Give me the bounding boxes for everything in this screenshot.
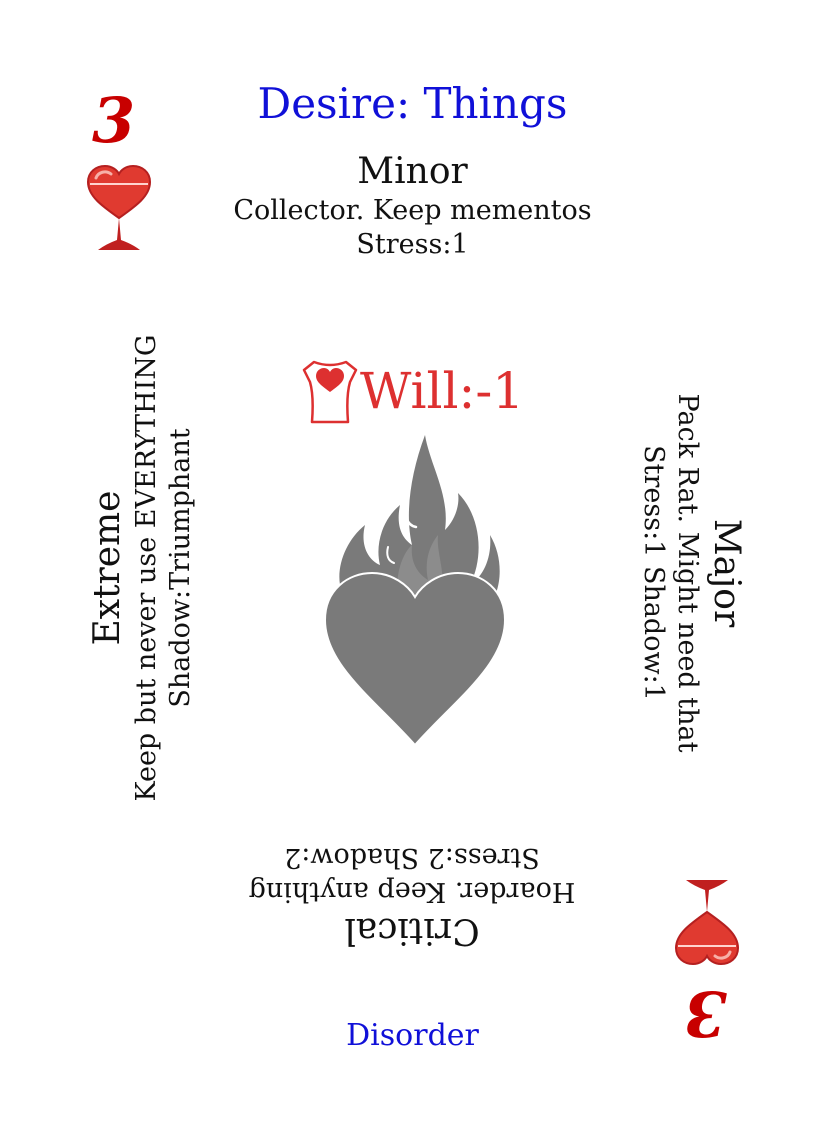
level-major-desc: Pack Rat. Might need that [672,393,703,753]
card-title: Desire: Things [257,79,568,128]
flaming-heart-icon [323,435,507,747]
level-major-name: Major [706,518,747,628]
level-minor-stat: Stress:1 [356,229,469,260]
will-indicator: Will:-1 [300,352,560,432]
heart-goblet-icon-bottom [674,880,740,966]
level-minor-name: Minor [357,151,468,192]
level-minor-desc: Collector. Keep mementos [233,195,592,226]
level-extreme-name: Extreme [87,490,128,646]
torso-heart-icon [302,360,358,424]
level-critical-name: Critical [344,910,480,951]
will-value: Will:-1 [360,362,525,420]
level-critical-desc: Hoarder. Keep anything [248,876,576,907]
level-minor: Minor Collector. Keep mementos Stress:1 [160,150,665,262]
level-extreme-stat: Shadow:Triumphant [165,428,196,708]
footer-disorder: Disorder [346,1018,479,1053]
level-major-stat: Stress:1 Shadow:1 [638,445,669,701]
heart-goblet-icon [86,164,152,250]
level-critical-stat: Stress:2 Shadow:2 [284,842,540,873]
rank-top-left: 3 [92,84,136,157]
level-extreme-desc: Keep but never use EVERYTHING [131,334,162,802]
